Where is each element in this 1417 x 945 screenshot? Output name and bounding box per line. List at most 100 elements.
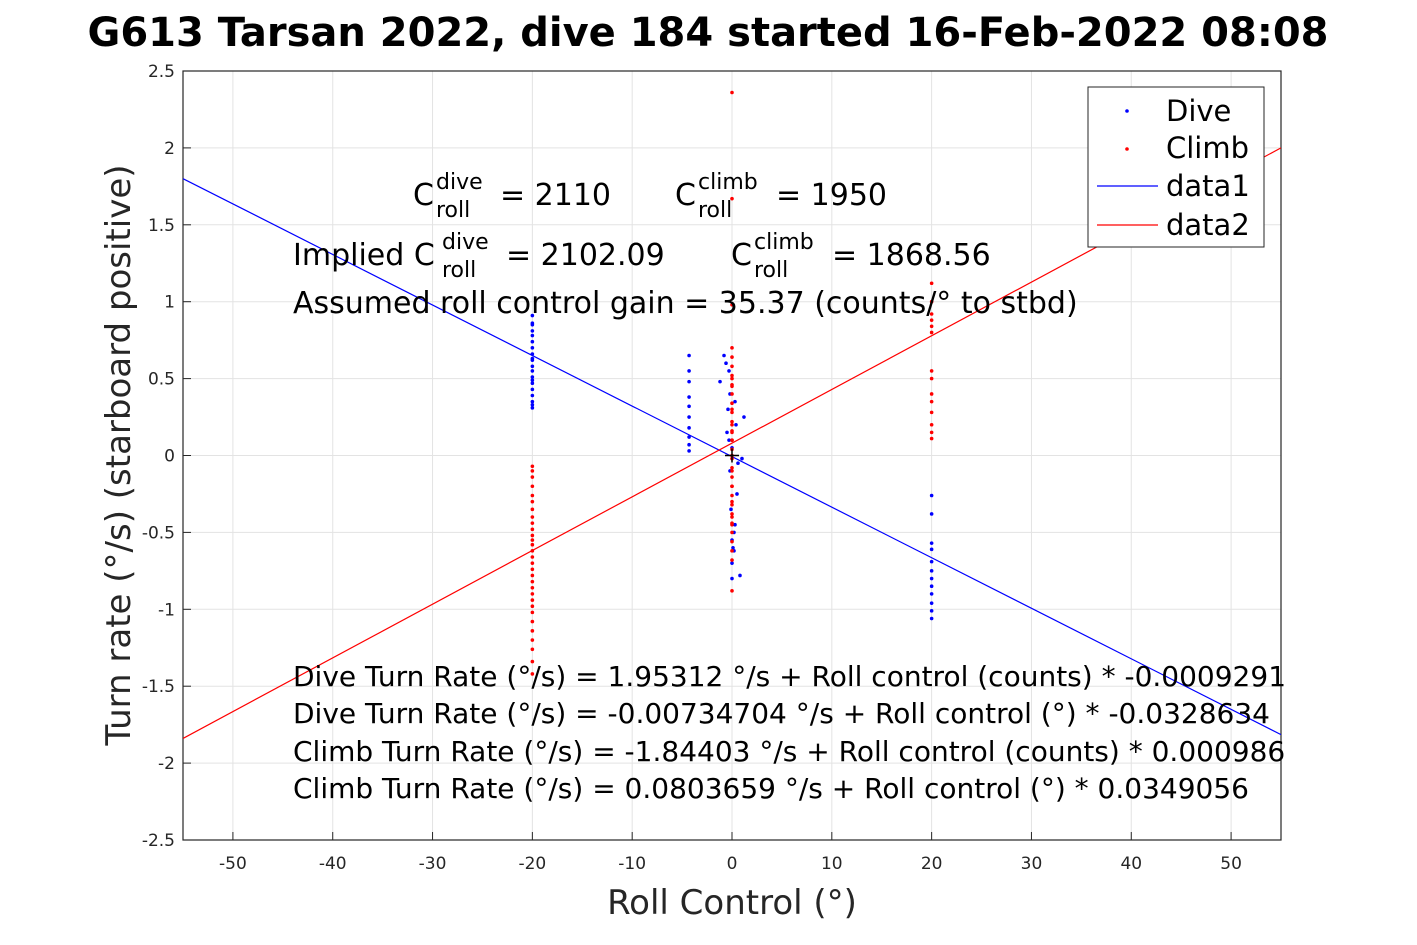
legend: Dive Climb data1 data2	[1087, 86, 1265, 248]
climb-point	[929, 399, 934, 404]
c-dive-sub: roll	[436, 198, 470, 223]
dive-point	[929, 559, 934, 564]
climb-point	[530, 567, 535, 572]
data-points	[530, 90, 934, 676]
dive-point	[929, 616, 934, 621]
x-tick-label: -50	[219, 854, 247, 874]
y-tick-label: 0	[164, 447, 175, 467]
gain-annotation: Assumed roll control gain = 35.37 (count…	[293, 286, 1078, 321]
climb-point	[530, 638, 535, 642]
legend-climb-marker	[1125, 147, 1129, 151]
dive-point	[530, 329, 535, 333]
y-tick-label: 0.5	[148, 370, 175, 390]
y-tick-label: 1.5	[148, 216, 175, 236]
climb-point	[929, 376, 934, 381]
climb-point	[530, 585, 535, 590]
climb-point	[730, 469, 734, 473]
climb-point	[929, 422, 934, 427]
dive-point	[929, 547, 934, 552]
dive-point	[730, 576, 734, 581]
dive-point	[687, 426, 691, 430]
implied-climb-sup: climb	[754, 230, 814, 255]
dive-point	[687, 442, 691, 447]
dive-point	[738, 573, 742, 578]
climb-point	[730, 484, 734, 489]
climb-point	[730, 493, 734, 498]
c-dive-sup: dive	[436, 170, 483, 195]
climb-point	[730, 530, 734, 535]
climb-point	[929, 410, 934, 415]
climb-point	[929, 312, 934, 316]
x-tick-label: 30	[1021, 854, 1043, 874]
implied-dive-value: = 2102.09	[506, 238, 665, 273]
climb-point	[530, 515, 535, 519]
dive-point	[687, 369, 691, 373]
dive-point	[530, 369, 535, 373]
dive-point	[530, 339, 535, 344]
dive-point	[929, 576, 934, 581]
climb-point	[730, 558, 734, 562]
climb-point	[530, 647, 535, 652]
dive-point	[929, 493, 934, 498]
climb-point	[530, 549, 535, 553]
x-tick-label: 0	[727, 854, 738, 874]
dive-point	[734, 422, 738, 427]
climb-point	[530, 579, 535, 584]
dive-point	[735, 492, 739, 496]
dive-point	[718, 379, 722, 384]
dive-point	[687, 435, 691, 439]
climb-point	[530, 493, 535, 498]
dive-point	[530, 399, 535, 404]
y-tick-label: -1.5	[142, 677, 175, 697]
climb-point	[530, 527, 535, 532]
y-tick-label: -2	[158, 754, 175, 774]
dive-point	[929, 541, 934, 545]
chart-title: G613 Tarsan 2022, dive 184 started 16-Fe…	[87, 10, 1328, 56]
c-climb-letter: C	[675, 178, 696, 213]
c-climb-annotation: C climb roll = 1950	[675, 170, 887, 223]
climb-point	[730, 539, 734, 544]
climb-point	[929, 430, 934, 435]
dive-point	[722, 353, 726, 358]
legend-data1-label: data1	[1166, 169, 1250, 203]
y-tick-label: -0.5	[142, 523, 175, 543]
dive-point	[687, 404, 691, 409]
x-tick-label: 40	[1120, 854, 1142, 874]
dive-point	[733, 399, 737, 404]
equation-dive-counts: Dive Turn Rate (°/s) = 1.95312 °/s + Rol…	[293, 660, 1286, 693]
dive-point	[724, 361, 728, 366]
equation-climb-counts: Climb Turn Rate (°/s) = -1.84403 °/s + R…	[293, 735, 1285, 768]
dive-point	[742, 415, 746, 419]
climb-point	[730, 373, 734, 378]
climb-point	[929, 299, 934, 304]
climb-point	[730, 384, 734, 389]
climb-point	[730, 355, 734, 359]
implied-climb-annotation: C climb roll = 1868.56	[731, 230, 991, 283]
dive-point	[687, 379, 691, 384]
climb-point	[730, 196, 734, 201]
dive-point	[530, 333, 535, 338]
legend-dive-marker	[1125, 109, 1129, 113]
climb-point	[730, 502, 734, 507]
dive-point	[929, 601, 934, 605]
climb-point	[730, 430, 734, 435]
dive-point	[687, 415, 691, 419]
dive-point	[729, 507, 733, 512]
plot-frame	[182, 70, 1282, 841]
center-marker	[725, 448, 739, 463]
climb-point	[730, 90, 734, 95]
climb-point	[929, 436, 934, 441]
y-tick-labels: -2.5 -2 -1.5 -1 -0.5 0 0.5 1 1.5 2 2.5	[142, 62, 175, 851]
climb-point	[530, 659, 535, 664]
c-climb-sup: climb	[698, 170, 758, 195]
dive-point	[530, 352, 535, 356]
x-tick-label: 20	[921, 854, 943, 874]
dive-point	[740, 456, 744, 461]
legend-dive-label: Dive	[1166, 94, 1231, 128]
climb-point	[929, 324, 934, 329]
equation-climb-degrees: Climb Turn Rate (°/s) = 0.0803659 °/s + …	[293, 772, 1249, 805]
climb-point	[929, 281, 934, 286]
implied-climb-letter: C	[731, 238, 752, 273]
climb-point	[730, 302, 734, 307]
c-climb-sub: roll	[698, 198, 732, 223]
